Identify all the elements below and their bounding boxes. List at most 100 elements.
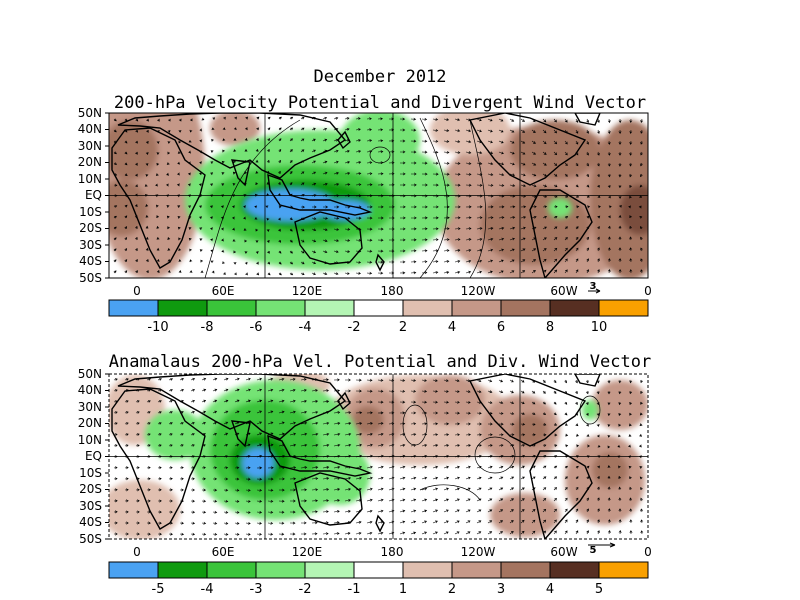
wind-vector [179,521,184,525]
p1-cb-label: -4 [299,320,312,335]
wind-vector [234,488,240,492]
wind-vector [640,530,644,535]
wind-vector [178,248,182,252]
wind-vector [421,227,428,231]
wind-vector [575,205,580,209]
wind-vector [640,258,643,263]
wind-vector [476,487,482,491]
wind-vector [432,444,439,447]
wind-vector [433,411,439,415]
wind-vector [432,128,439,132]
wind-vector [124,422,129,425]
wind-vector [509,465,515,469]
wind-vector [179,477,184,481]
wind-vector [564,487,568,491]
wind-vector [454,465,460,469]
wind-vector [531,162,537,166]
wind-vector [553,247,558,252]
wind-vector [443,129,450,132]
wind-vector [498,173,505,177]
wind-vector [266,228,270,232]
wind-vector [421,487,428,491]
wind-vector [234,377,240,381]
p2-cb-box [109,562,158,578]
wind-vector [124,183,129,187]
wind-vector [168,389,173,392]
wind-vector [432,150,439,154]
wind-vector [333,160,339,164]
wind-vector [443,172,450,176]
wind-vector [432,216,439,220]
wind-vector [244,137,248,142]
wind-vector [245,399,251,403]
wind-vector [542,215,548,219]
wind-vector [266,239,270,243]
wind-vector [531,215,537,219]
wind-vector [443,509,449,513]
wind-vector [542,237,547,241]
wind-vector [256,388,263,392]
wind-vector [564,216,569,219]
wind-vector [487,140,493,144]
wind-vector [212,510,218,514]
wind-vector [465,531,471,535]
wind-vector [300,205,305,209]
wind-vector [421,249,428,253]
wind-vector [639,423,643,426]
wind-vector [212,432,218,436]
wind-vector [399,271,406,275]
wind-vector [234,410,240,414]
wind-vector [509,129,515,133]
wind-vector [311,182,317,186]
wind-vector [344,238,351,242]
wind-vector [586,497,589,502]
wind-vector [638,205,643,209]
coastline-8 [574,113,601,126]
wind-vector [300,410,308,414]
wind-vector [432,271,439,274]
p2-shade-npac-e [415,375,485,425]
wind-vector [520,530,525,535]
wind-vector [520,173,526,177]
wind-vector [617,444,621,448]
wind-vector [201,466,206,470]
wind-vector [476,509,482,513]
wind-vector [629,258,633,263]
wind-vector [454,411,460,415]
wind-vector [267,421,274,425]
wind-vector [378,216,384,220]
wind-vector [256,410,263,414]
wind-vector [234,532,240,536]
wind-vector [454,161,461,165]
wind-vector [597,497,600,502]
wind-vector [520,509,525,513]
wind-vector [597,247,600,252]
wind-vector [113,226,117,230]
wind-vector [465,487,471,491]
wind-vector [156,204,159,208]
wind-vector [399,422,406,426]
wind-vector [156,162,160,166]
p2-lat-label: 10S [79,466,102,480]
wind-vector [487,401,493,404]
wind-vector [443,465,450,469]
wind-vector [498,401,504,404]
wind-vector [135,225,138,230]
wind-vector [421,172,428,176]
wind-vector [377,150,384,154]
wind-vector [586,173,589,178]
wind-vector [190,477,195,481]
wind-vector [179,488,184,492]
wind-vector [597,118,600,123]
wind-vector [542,465,547,469]
wind-vector [607,530,611,535]
p2-cb-label: 5 [595,582,603,597]
wind-vector [454,205,461,209]
wind-vector [245,272,248,276]
wind-vector [564,173,568,177]
wind-vector [487,498,493,502]
wind-vector [618,225,622,230]
wind-vector [146,118,149,122]
wind-vector [432,205,439,209]
wind-vector [476,531,482,535]
